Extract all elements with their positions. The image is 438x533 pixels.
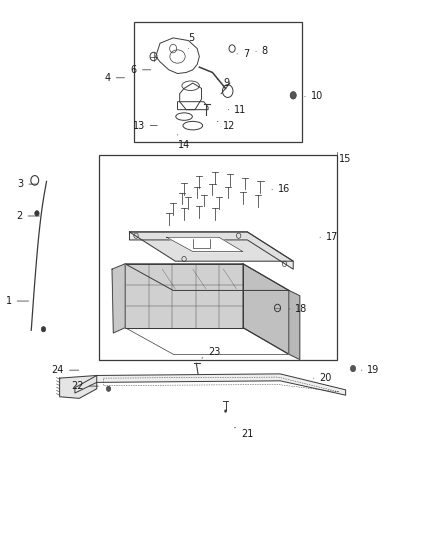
Text: 16: 16	[272, 184, 290, 195]
Circle shape	[224, 409, 227, 413]
Text: 22: 22	[71, 381, 99, 391]
Text: 1: 1	[6, 296, 28, 306]
Circle shape	[106, 386, 111, 391]
Text: 13: 13	[133, 120, 157, 131]
Text: 17: 17	[320, 232, 338, 243]
Text: 10: 10	[305, 91, 323, 101]
Text: 8: 8	[256, 46, 268, 56]
Text: 11: 11	[228, 104, 247, 115]
Text: 9: 9	[217, 78, 230, 88]
Polygon shape	[166, 237, 243, 252]
Text: 23: 23	[202, 346, 220, 358]
Polygon shape	[243, 264, 289, 354]
Text: 20: 20	[314, 373, 332, 383]
Polygon shape	[130, 232, 293, 261]
Text: 24: 24	[52, 365, 79, 375]
Polygon shape	[125, 264, 289, 290]
Text: 3: 3	[17, 179, 37, 189]
Polygon shape	[125, 264, 243, 328]
Text: 18: 18	[290, 304, 307, 314]
Circle shape	[290, 92, 296, 99]
Polygon shape	[75, 374, 346, 395]
Text: 6: 6	[131, 65, 151, 75]
Text: 4: 4	[105, 73, 124, 83]
Text: 7: 7	[237, 49, 249, 59]
Bar	[134, 22, 302, 142]
Text: 21: 21	[234, 427, 253, 439]
Polygon shape	[130, 232, 293, 269]
Bar	[99, 155, 337, 360]
Polygon shape	[60, 375, 97, 398]
Polygon shape	[289, 290, 300, 360]
Text: 5: 5	[188, 33, 194, 49]
Circle shape	[35, 211, 39, 216]
Circle shape	[41, 327, 46, 332]
Text: 2: 2	[16, 211, 39, 221]
Text: 12: 12	[217, 120, 236, 131]
Text: 19: 19	[361, 365, 380, 375]
Text: 15: 15	[339, 154, 351, 164]
Polygon shape	[112, 264, 125, 333]
Circle shape	[350, 366, 356, 372]
Text: 14: 14	[177, 135, 190, 150]
